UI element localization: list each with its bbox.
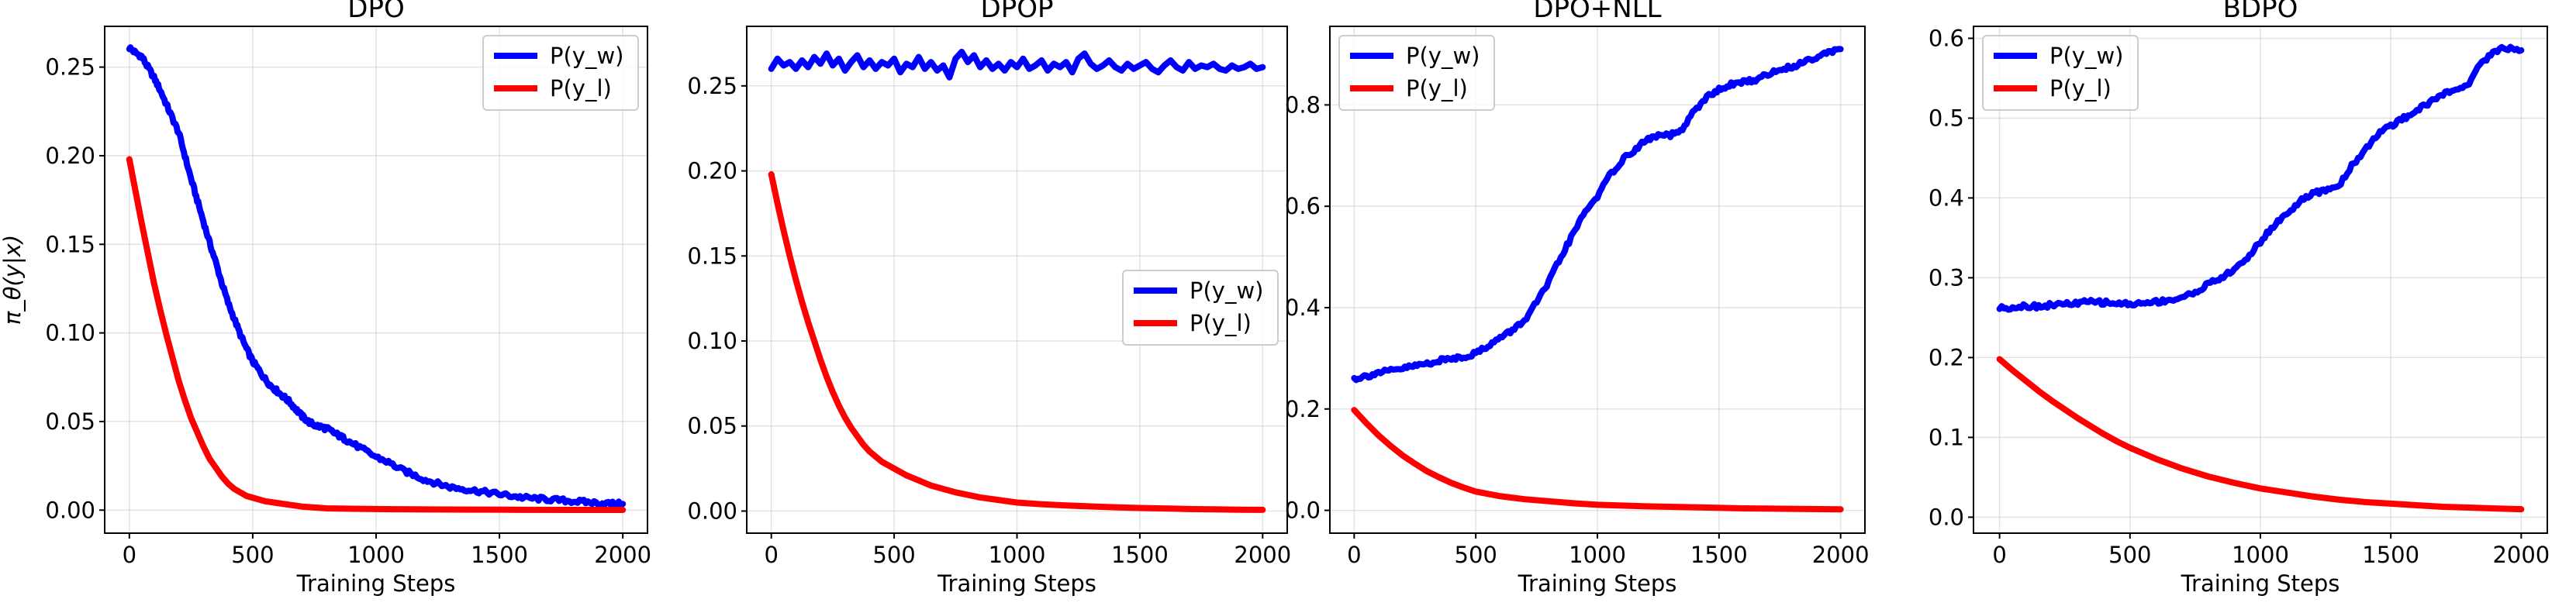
y-axis-label: π_θ(y|x) bbox=[0, 235, 26, 325]
series-line-l bbox=[1996, 356, 2525, 513]
x-tick-label: 1500 bbox=[2362, 542, 2419, 568]
legend-label: P(y_w) bbox=[2049, 43, 2124, 69]
legend-label: P(y_l) bbox=[550, 75, 612, 102]
series-line-w bbox=[126, 44, 627, 509]
x-tick-label: 2000 bbox=[2492, 542, 2550, 568]
legend: P(y_w) P(y_l) bbox=[1982, 35, 2139, 111]
chart-panel-dpo-nll: 0 500 1000 1500 2000 0.0 0.2 0.4 0.6 0.8 DPO+NLL Tr… bbox=[1285, 0, 1870, 597]
y-tick-label: 0.05 bbox=[687, 413, 737, 439]
x-tick-label: 500 bbox=[231, 542, 274, 568]
legend: P(y_w) P(y_l) bbox=[482, 35, 639, 111]
chart-panel-dpop: 0 500 1000 1500 2000 0.00 0.05 0.10 0.15 0.20 0.25… bbox=[687, 0, 1291, 597]
x-tick-label: 1000 bbox=[347, 542, 405, 568]
x-axis-label: Training Steps bbox=[1518, 570, 1677, 597]
chart-panel-dpo: 0 500 1000 1500 2000 0.00 0.05 0.10 0.15 0.20 0.25… bbox=[0, 0, 651, 597]
x-tick-label: 1500 bbox=[471, 542, 528, 568]
x-axis-label: Training Steps bbox=[2181, 570, 2340, 597]
y-tick-label: 0.15 bbox=[45, 231, 95, 257]
y-tick-label: 0.25 bbox=[45, 54, 95, 81]
x-tick-label: 500 bbox=[1455, 542, 1497, 568]
legend-label: P(y_l) bbox=[2049, 75, 2112, 102]
y-tick-label: 0.10 bbox=[687, 328, 737, 354]
y-tick-label: 0.10 bbox=[45, 320, 95, 346]
series-line-l bbox=[126, 156, 627, 514]
series-group bbox=[768, 48, 1266, 513]
legend-label: P(y_l) bbox=[1406, 75, 1468, 102]
series-line-w bbox=[1351, 46, 1844, 384]
legend-label: P(y_w) bbox=[550, 43, 624, 69]
y-tick-label: 0.1 bbox=[1929, 424, 1964, 450]
y-tick-label: 0.4 bbox=[1285, 294, 1321, 321]
x-tick-label: 500 bbox=[2108, 542, 2151, 568]
chart-title: DPO bbox=[347, 0, 404, 24]
y-tick-label: 0.05 bbox=[45, 408, 95, 435]
y-tick-label: 0.00 bbox=[687, 498, 737, 524]
x-tick-label: 1000 bbox=[989, 542, 1046, 568]
y-tick-label: 0.20 bbox=[45, 143, 95, 169]
legend-label: P(y_w) bbox=[1190, 277, 1264, 304]
x-axis-label: Training Steps bbox=[296, 570, 456, 597]
legend-label: P(y_l) bbox=[1190, 310, 1252, 336]
x-tick-label: 1500 bbox=[1111, 542, 1169, 568]
series-group bbox=[126, 44, 627, 514]
legend: P(y_w) P(y_l) bbox=[1122, 270, 1279, 346]
series-line-l bbox=[768, 170, 1266, 513]
y-tick-label: 0.3 bbox=[1929, 264, 1964, 291]
x-tick-label: 0 bbox=[764, 542, 778, 568]
series-group bbox=[1351, 46, 1844, 513]
y-tick-label: 0.2 bbox=[1929, 344, 1964, 370]
series-line-w bbox=[768, 48, 1266, 81]
x-tick-label: 500 bbox=[872, 542, 915, 568]
y-tick-label: 0.6 bbox=[1929, 25, 1964, 51]
y-tick-label: 0.0 bbox=[1285, 498, 1321, 524]
y-tick-label: 0.25 bbox=[687, 73, 737, 99]
chart-title: DPO+NLL bbox=[1533, 0, 1661, 24]
y-tick-label: 0.6 bbox=[1285, 193, 1321, 219]
chart-panel-bdpo: 0 500 1000 1500 2000 0.0 0.1 0.2 0.3 0.4 0.5 0.6 BDP… bbox=[1929, 0, 2550, 597]
x-tick-label: 0 bbox=[1992, 542, 2006, 568]
legend-label: P(y_w) bbox=[1406, 43, 1480, 69]
x-tick-label: 1000 bbox=[2232, 542, 2289, 568]
x-tick-label: 2000 bbox=[594, 542, 651, 568]
y-tick-label: 0.0 bbox=[1929, 504, 1964, 530]
y-tick-label: 0.00 bbox=[45, 497, 95, 523]
series-group bbox=[1996, 43, 2525, 513]
y-tick-label: 0.5 bbox=[1929, 105, 1964, 131]
y-tick-label: 0.4 bbox=[1929, 184, 1964, 211]
y-tick-label: 0.2 bbox=[1285, 396, 1321, 422]
x-axis-label: Training Steps bbox=[937, 570, 1096, 597]
legend: P(y_w) P(y_l) bbox=[1338, 35, 1495, 111]
x-tick-label: 2000 bbox=[1234, 542, 1291, 568]
x-tick-label: 0 bbox=[1347, 542, 1361, 568]
x-tick-label: 0 bbox=[123, 542, 136, 568]
chart-title: DPOP bbox=[981, 0, 1054, 24]
x-tick-label: 1500 bbox=[1690, 542, 1748, 568]
x-tick-label: 1000 bbox=[1569, 542, 1626, 568]
series-line-l bbox=[1351, 407, 1844, 513]
x-tick-label: 2000 bbox=[1812, 542, 1870, 568]
y-tick-label: 0.15 bbox=[687, 243, 737, 269]
series-line-w bbox=[1996, 43, 2525, 313]
y-tick-label: 0.8 bbox=[1285, 91, 1321, 118]
chart-title: BDPO bbox=[2223, 0, 2298, 24]
y-tick-label: 0.20 bbox=[687, 158, 737, 184]
